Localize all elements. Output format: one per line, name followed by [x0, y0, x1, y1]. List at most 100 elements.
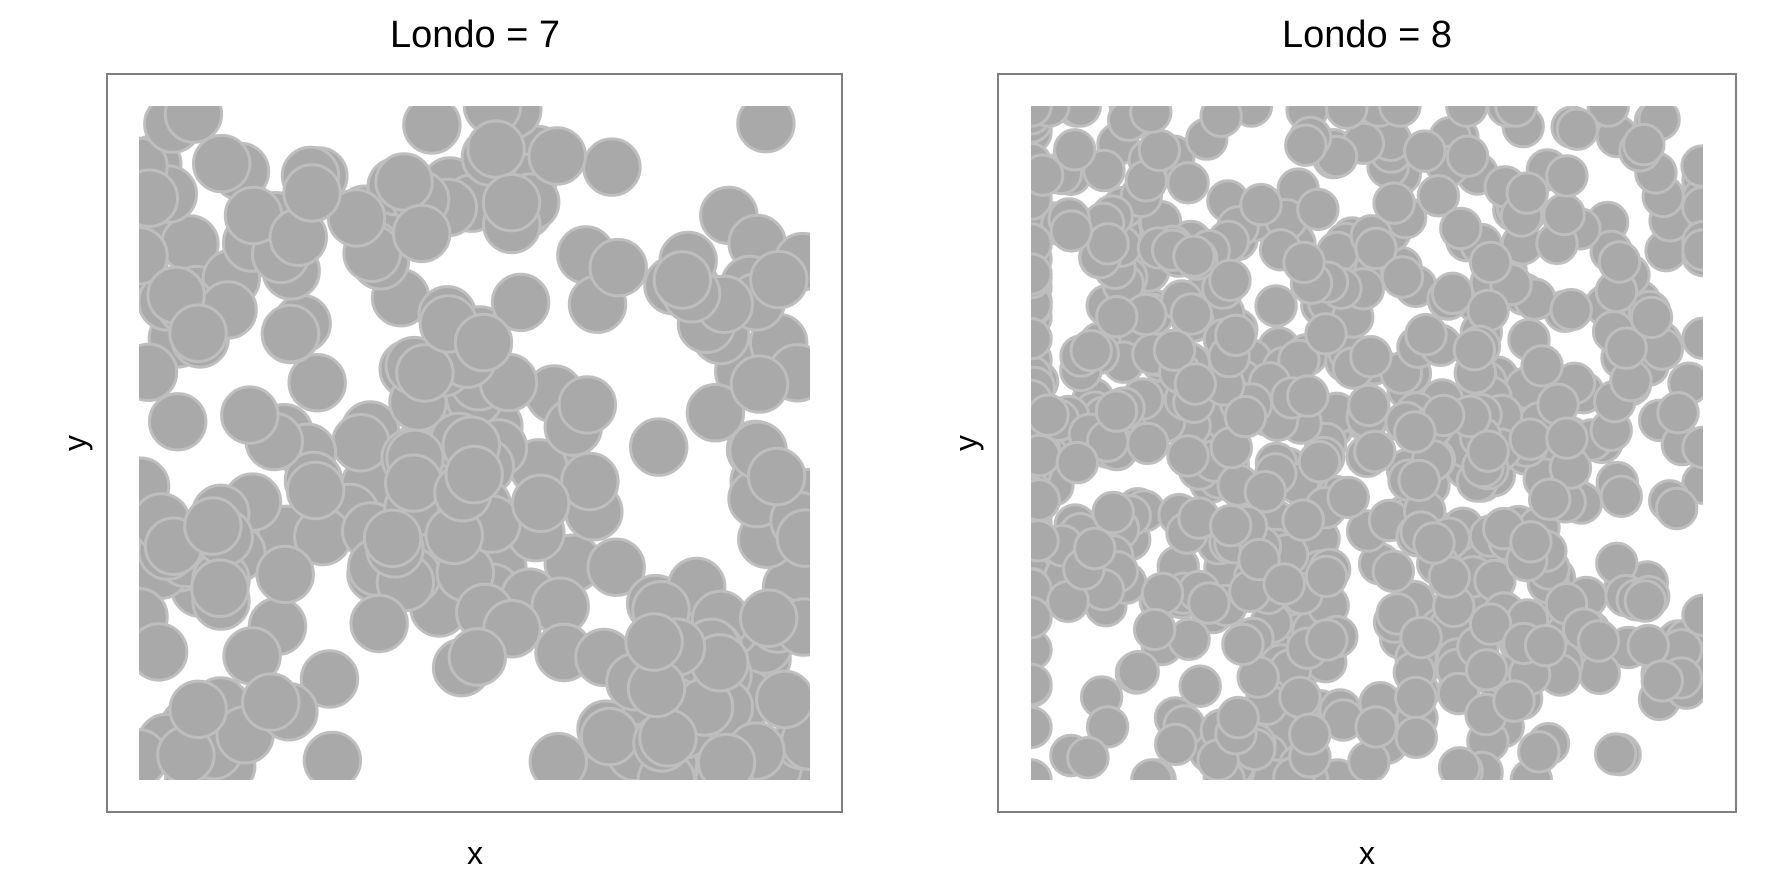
- y-axis-label: y: [57, 435, 93, 451]
- scatter-point: [1137, 128, 1182, 173]
- scatter-point: [1604, 326, 1648, 370]
- scatter-point: [1053, 128, 1097, 172]
- scatter-point: [1130, 758, 1174, 780]
- scatter-point: [260, 303, 321, 364]
- scatter-point: [190, 558, 250, 618]
- scatter-point: [331, 413, 391, 473]
- scatter-point: [192, 133, 252, 194]
- scatter-point: [638, 708, 698, 768]
- scatter-point: [1126, 421, 1170, 466]
- scatter-point: [139, 168, 179, 228]
- scatter-point: [1082, 148, 1126, 193]
- scatter-point: [1086, 222, 1130, 266]
- scatter-point: [1282, 240, 1326, 285]
- scatter-point: [1133, 607, 1177, 652]
- scatter-point: [349, 593, 409, 654]
- scatter-point: [1445, 134, 1490, 179]
- scatter-point: [444, 444, 504, 505]
- panel-title: Londo = 7: [390, 14, 560, 56]
- scatter-point: [749, 249, 809, 310]
- scatter-point: [1221, 622, 1265, 667]
- scatter-point: [1140, 571, 1185, 616]
- scatter-point: [1239, 182, 1283, 227]
- scatter-point: [588, 237, 648, 298]
- scatter-point: [139, 226, 169, 286]
- points-layer: [139, 106, 810, 780]
- scatter-point: [1199, 106, 1243, 138]
- scatter-point: [139, 622, 189, 682]
- scatter-point: [729, 354, 790, 414]
- scatter-point: [746, 446, 807, 507]
- scatter-point: [1404, 312, 1448, 357]
- scatter-point: [1517, 730, 1561, 774]
- scatter-point: [1594, 732, 1638, 776]
- scatter-point: [1597, 240, 1642, 284]
- scatter-point: [1304, 554, 1349, 599]
- scatter-point: [1681, 316, 1703, 360]
- scatter-point: [1304, 312, 1348, 356]
- scatter-point: [1031, 478, 1061, 522]
- scatter-point: [1187, 581, 1231, 625]
- scatter-point: [1397, 458, 1441, 503]
- scatter-point: [511, 473, 571, 533]
- scatter-point: [1403, 129, 1447, 173]
- scatter-point: [1069, 329, 1113, 373]
- scatter-point: [1031, 662, 1053, 706]
- scatter-point: [652, 250, 713, 310]
- scatter-point: [1129, 106, 1173, 134]
- scatter-point: [696, 732, 757, 780]
- scatter-point: [1430, 271, 1475, 315]
- scatter-point: [1681, 185, 1703, 229]
- scatter-point: [1286, 374, 1330, 418]
- scatter-point: [1655, 486, 1699, 531]
- scatter-point: [1091, 490, 1135, 535]
- scatter-point: [557, 375, 617, 435]
- scatter-point: [299, 649, 360, 709]
- scatter-point: [1394, 715, 1439, 759]
- scatter-point: [1281, 498, 1325, 542]
- scatter-point: [1094, 389, 1139, 433]
- scatter-point: [1214, 313, 1258, 357]
- points-layer: [1031, 106, 1703, 780]
- scatter-point: [447, 627, 507, 687]
- scatter-point: [1466, 288, 1510, 333]
- scatter-point: [1576, 619, 1621, 663]
- scatter-point: [1439, 206, 1483, 251]
- scatter-point: [1172, 234, 1216, 278]
- scatter-point: [282, 163, 342, 223]
- scatter-point: [1542, 192, 1586, 237]
- scatter-point: [1296, 187, 1340, 232]
- scatter-point: [1622, 123, 1666, 167]
- scatter-point: [466, 119, 526, 179]
- scatter-point: [1209, 503, 1253, 548]
- scatter-point: [1523, 623, 1568, 668]
- scatter-point: [1399, 615, 1443, 660]
- scatter-point: [1412, 521, 1456, 565]
- scatter-point: [1031, 153, 1065, 197]
- scatter-point: [1166, 161, 1210, 205]
- scatter-point: [402, 106, 462, 155]
- scatter-point: [1095, 295, 1139, 339]
- scatter-point: [362, 508, 423, 568]
- scatter-point: [1031, 393, 1070, 437]
- panel-title: Londo = 8: [1282, 14, 1452, 56]
- scatter-point: [1288, 712, 1332, 756]
- scatter-point: [528, 732, 588, 780]
- scatter-point: [1347, 383, 1391, 428]
- scatter-point: [1599, 474, 1644, 518]
- scatter-point: [1243, 470, 1288, 514]
- scatter-point: [139, 342, 179, 402]
- scatter-point: [1166, 434, 1210, 478]
- scatter-point: [629, 417, 689, 477]
- scatter-point: [183, 496, 243, 556]
- x-axis-label: x: [467, 835, 483, 871]
- scatter-point: [1169, 292, 1214, 336]
- scatter-point: [1284, 123, 1328, 167]
- scatter-point: [490, 272, 551, 333]
- scatter-point: [1085, 705, 1130, 749]
- scatter-point: [392, 203, 452, 264]
- scatter-point: [481, 172, 542, 233]
- scatter-point: [1623, 579, 1668, 623]
- scatter-point: [1031, 628, 1053, 672]
- scatter-point: [1492, 679, 1536, 723]
